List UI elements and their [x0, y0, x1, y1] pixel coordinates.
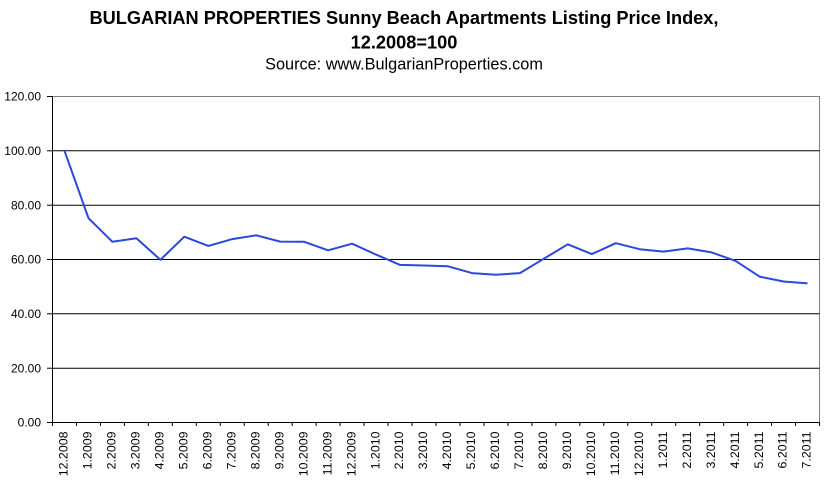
svg-text:12.2008: 12.2008	[57, 431, 71, 476]
svg-text:100.00: 100.00	[4, 144, 41, 158]
svg-text:20.00: 20.00	[11, 361, 41, 375]
svg-text:2.2010: 2.2010	[392, 431, 406, 469]
svg-text:12.2008=100: 12.2008=100	[351, 32, 458, 52]
svg-text:6.2010: 6.2010	[488, 431, 502, 469]
svg-text:1.2011: 1.2011	[656, 431, 670, 468]
svg-text:4.2010: 4.2010	[440, 431, 454, 469]
svg-text:12.2010: 12.2010	[632, 431, 646, 476]
svg-text:5.2011: 5.2011	[752, 431, 766, 468]
svg-text:7.2009: 7.2009	[225, 431, 239, 469]
svg-text:1.2009: 1.2009	[81, 431, 95, 469]
svg-text:6.2009: 6.2009	[201, 431, 215, 469]
svg-text:11.2009: 11.2009	[320, 431, 334, 475]
svg-text:Source: www.BulgarianPropertie: Source: www.BulgarianProperties.com	[265, 55, 543, 73]
svg-text:1.2010: 1.2010	[368, 431, 382, 469]
svg-text:5.2009: 5.2009	[177, 431, 191, 469]
svg-text:120.00: 120.00	[4, 90, 41, 104]
svg-text:3.2009: 3.2009	[129, 431, 143, 469]
svg-text:4.2009: 4.2009	[153, 431, 167, 469]
svg-text:80.00: 80.00	[11, 198, 41, 212]
svg-text:8.2010: 8.2010	[536, 431, 550, 469]
svg-text:3.2010: 3.2010	[416, 431, 430, 469]
svg-text:7.2011: 7.2011	[800, 431, 814, 468]
svg-text:10.2009: 10.2009	[296, 431, 310, 476]
svg-text:7.2010: 7.2010	[512, 431, 526, 469]
svg-text:3.2011: 3.2011	[704, 431, 718, 468]
svg-text:2.2009: 2.2009	[105, 431, 119, 469]
svg-text:40.00: 40.00	[11, 307, 41, 321]
svg-text:12.2009: 12.2009	[344, 431, 358, 476]
svg-text:9.2009: 9.2009	[272, 431, 286, 469]
svg-text:5.2010: 5.2010	[464, 431, 478, 469]
svg-text:9.2010: 9.2010	[560, 431, 574, 469]
svg-text:0.00: 0.00	[18, 416, 42, 430]
svg-text:6.2011: 6.2011	[776, 431, 790, 468]
svg-text:4.2011: 4.2011	[728, 431, 742, 468]
svg-text:11.2010: 11.2010	[608, 431, 622, 475]
svg-text:10.2010: 10.2010	[584, 431, 598, 476]
svg-text:2.2011: 2.2011	[680, 431, 694, 468]
svg-text:BULGARIAN PROPERTIES Sunny Bea: BULGARIAN PROPERTIES Sunny Beach Apartme…	[90, 8, 719, 28]
svg-text:8.2009: 8.2009	[248, 431, 262, 469]
svg-text:60.00: 60.00	[11, 253, 41, 267]
